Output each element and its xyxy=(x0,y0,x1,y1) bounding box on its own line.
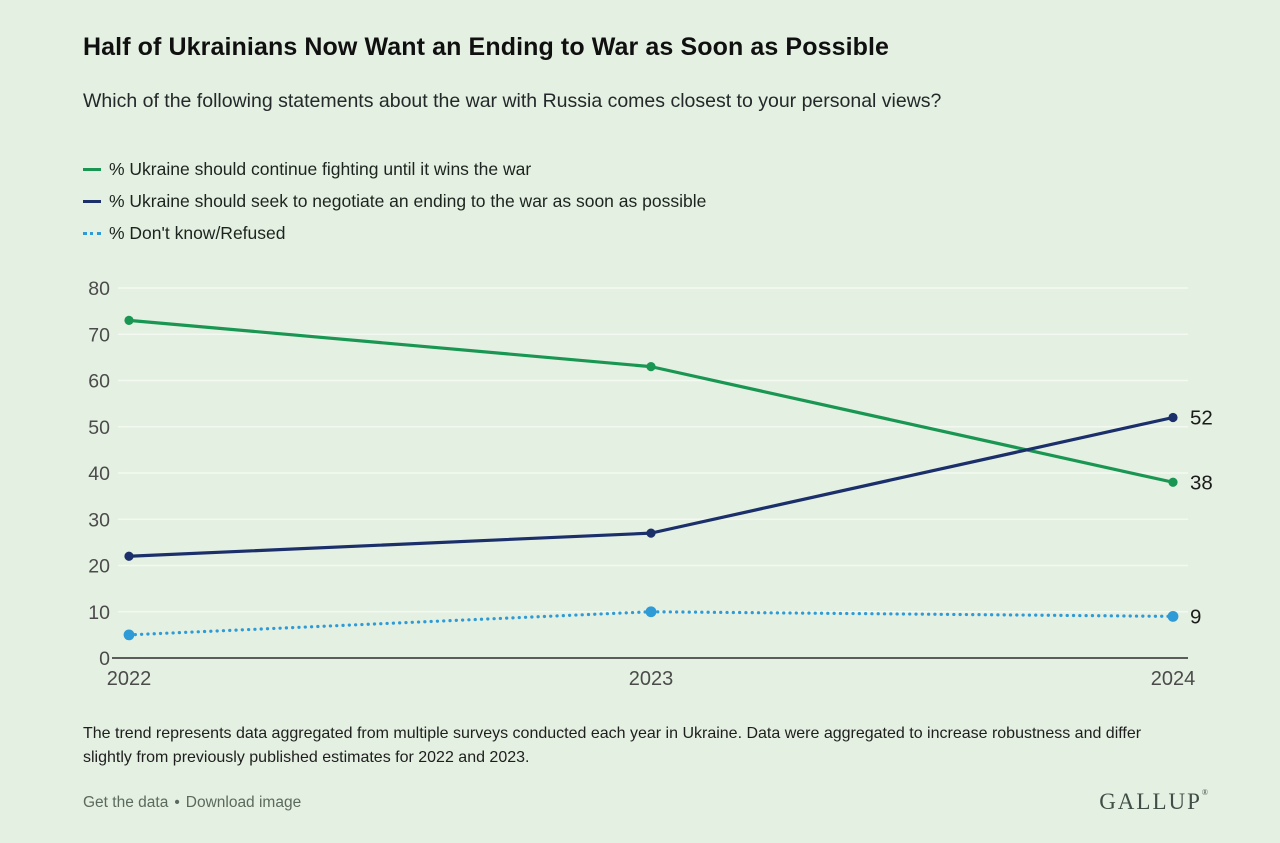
y-tick-label: 50 xyxy=(88,417,110,439)
y-tick-label: 70 xyxy=(88,324,110,346)
y-tick-label: 30 xyxy=(88,509,110,531)
y-tick-label: 0 xyxy=(99,648,110,670)
chart-footnote: The trend represents data aggregated fro… xyxy=(83,725,1142,766)
data-point xyxy=(646,528,656,538)
get-the-data-link[interactable]: Get the data xyxy=(83,794,169,811)
registered-mark-icon: ® xyxy=(1201,788,1208,797)
gallup-wordmark: GALLUP xyxy=(1099,789,1202,814)
legend-label: % Ukraine should seek to negotiate an en… xyxy=(109,190,707,211)
data-point xyxy=(124,551,134,561)
chart-subtitle: Which of the following statements about … xyxy=(83,90,942,112)
y-tick-label: 80 xyxy=(88,278,110,300)
x-tick-label: 2023 xyxy=(629,668,674,690)
value-label: 52 xyxy=(1190,407,1213,430)
legend-item-negotiate-ending: % Ukraine should seek to negotiate an en… xyxy=(83,185,706,217)
legend-label: % Don't know/Refused xyxy=(109,222,286,243)
trend-chart: 0 10 20 30 40 50 60 70 80 2022 2023 2024 38 52 9 xyxy=(0,270,1280,710)
download-image-link[interactable]: Download image xyxy=(185,794,302,811)
dotted-line-swatch-icon xyxy=(83,231,101,235)
chart-legend: % Ukraine should continue fighting until… xyxy=(83,153,706,249)
legend-item-dont-know: % Don't know/Refused xyxy=(83,217,706,249)
chart-title: Half of Ukrainians Now Want an Ending to… xyxy=(83,33,890,61)
y-tick-label: 60 xyxy=(88,371,110,393)
x-tick-label: 2022 xyxy=(107,668,152,690)
value-label: 38 xyxy=(1190,471,1213,494)
footer-links: Get the data • Download image xyxy=(83,794,301,812)
y-tick-label: 20 xyxy=(88,556,110,578)
green-line-swatch-icon xyxy=(83,167,101,171)
bullet-separator: • xyxy=(174,794,180,811)
data-point xyxy=(123,629,135,641)
navy-line-swatch-icon xyxy=(83,199,101,203)
legend-label: % Ukraine should continue fighting until… xyxy=(109,158,532,179)
legend-item-continue-fighting: % Ukraine should continue fighting until… xyxy=(83,153,706,185)
value-label: 9 xyxy=(1190,605,1201,628)
data-point xyxy=(1167,610,1179,622)
data-point xyxy=(1168,412,1178,423)
data-point xyxy=(646,362,656,372)
data-point xyxy=(1168,477,1178,487)
x-tick-label: 2024 xyxy=(1151,668,1196,690)
y-tick-label: 40 xyxy=(88,463,110,485)
line-chart-svg: 0 10 20 30 40 50 60 70 80 2022 2023 2024 38 52 9 xyxy=(88,278,1213,690)
gallup-logo: GALLUP® xyxy=(1099,789,1208,815)
y-tick-label: 10 xyxy=(88,602,110,624)
series-line xyxy=(127,318,1175,484)
data-point xyxy=(645,606,657,618)
data-point xyxy=(124,315,134,325)
